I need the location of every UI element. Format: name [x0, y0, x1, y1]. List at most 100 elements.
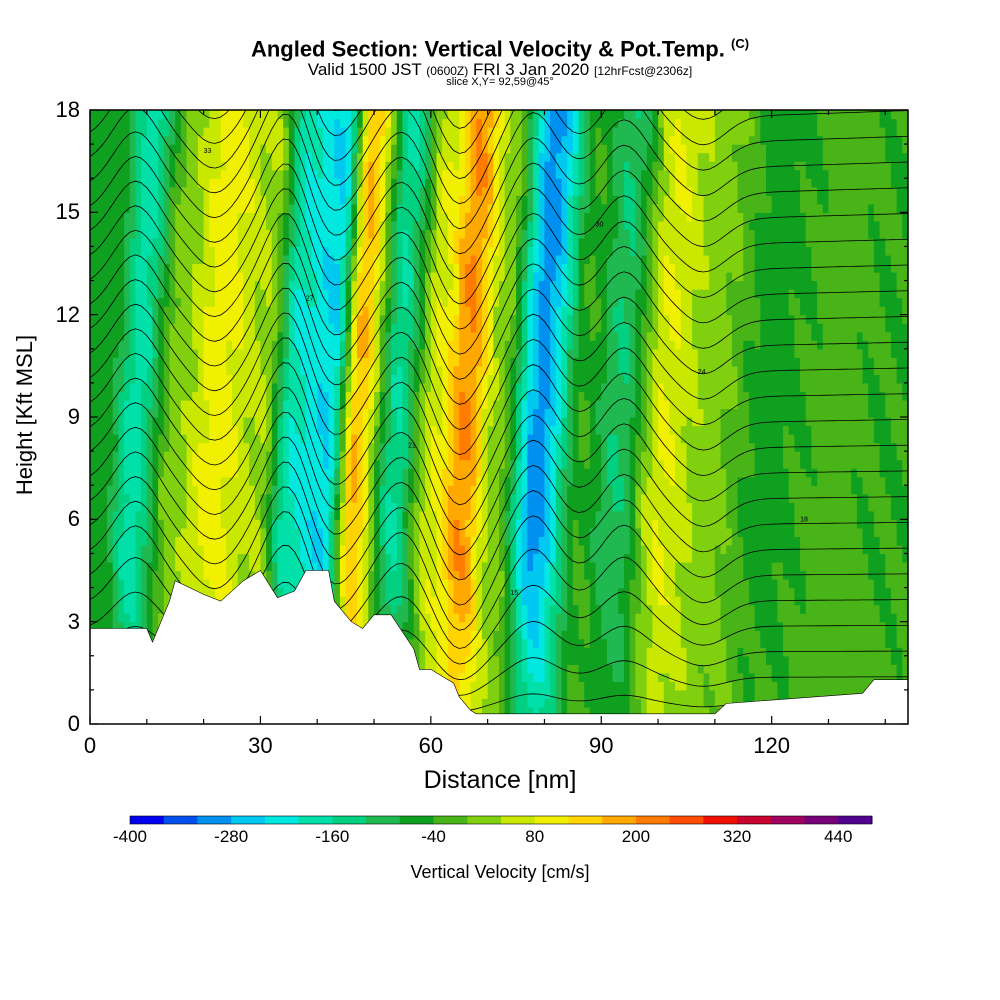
velocity-cell — [896, 613, 903, 623]
velocity-cell — [214, 434, 222, 444]
velocity-cell — [765, 664, 773, 674]
velocity-cell — [470, 579, 477, 589]
velocity-cell — [322, 493, 330, 503]
velocity-cell — [856, 587, 864, 597]
velocity-cell — [896, 604, 903, 614]
velocity-cell — [266, 459, 273, 469]
velocity-cell — [896, 579, 903, 589]
velocity-cell — [601, 434, 608, 444]
velocity-cell — [731, 510, 739, 520]
velocity-cell — [765, 434, 773, 444]
velocity-cell — [709, 468, 716, 478]
velocity-cell — [851, 561, 858, 572]
velocity-cell — [311, 502, 318, 512]
velocity-cell — [396, 544, 404, 555]
velocity-cell — [391, 485, 398, 495]
velocity-cell — [902, 451, 908, 461]
velocity-cell — [822, 459, 830, 469]
velocity-cell — [533, 579, 540, 589]
velocity-cell — [646, 553, 653, 563]
velocity-cell — [828, 442, 835, 452]
velocity-cell — [129, 493, 137, 503]
velocity-cell — [339, 468, 347, 478]
velocity-cell — [209, 476, 216, 486]
velocity-cell — [879, 579, 886, 589]
velocity-cell — [675, 681, 682, 691]
velocity-cell — [589, 706, 597, 717]
velocity-cell — [771, 681, 778, 691]
velocity-cell — [686, 527, 693, 537]
velocity-cell — [220, 485, 227, 495]
velocity-cell — [476, 706, 483, 717]
velocity-cell — [459, 459, 466, 469]
velocity-cell — [822, 689, 830, 700]
velocity-cell — [720, 570, 727, 580]
velocity-cell — [669, 621, 676, 631]
velocity-cell — [339, 510, 347, 520]
velocity-cell — [391, 604, 398, 614]
velocity-cell — [800, 579, 807, 589]
velocity-cell — [601, 570, 608, 580]
velocity-cell — [283, 485, 290, 495]
velocity-cell — [129, 519, 137, 529]
velocity-cell — [362, 510, 369, 520]
velocity-cell — [493, 681, 500, 691]
velocity-cell — [243, 442, 250, 452]
velocity-cell — [811, 638, 818, 648]
velocity-cell — [555, 613, 563, 623]
velocity-cell — [595, 672, 602, 682]
velocity-cell — [470, 510, 477, 520]
velocity-cell — [817, 630, 824, 640]
velocity-cell — [220, 553, 227, 563]
velocity-cell — [118, 604, 125, 614]
velocity-cell — [902, 519, 908, 529]
velocity-cell — [811, 510, 818, 520]
velocity-cell — [623, 451, 631, 461]
velocity-cell — [720, 698, 727, 708]
velocity-cell — [487, 476, 494, 486]
velocity-cell — [567, 570, 574, 580]
velocity-cell — [481, 459, 489, 469]
velocity-cell — [510, 613, 517, 623]
velocity-cell — [652, 502, 659, 512]
velocity-cell — [720, 502, 727, 512]
velocity-cell — [175, 510, 182, 520]
velocity-cell — [709, 698, 716, 708]
velocity-cell — [618, 561, 625, 572]
velocity-cell — [374, 434, 381, 444]
velocity-cell — [805, 579, 813, 589]
velocity-cell — [345, 442, 352, 452]
velocity-cell — [533, 459, 540, 469]
velocity-cell — [334, 459, 341, 469]
velocity-cell — [697, 434, 705, 444]
velocity-cell — [277, 544, 284, 555]
velocity-cell — [197, 544, 205, 555]
velocity-cell — [538, 638, 546, 648]
velocity-cell — [561, 672, 568, 682]
velocity-cell — [453, 604, 460, 614]
velocity-cell — [890, 536, 898, 546]
velocity-cell — [873, 476, 881, 486]
velocity-cell — [464, 553, 472, 563]
velocity-cell — [737, 536, 744, 546]
velocity-cell — [828, 630, 835, 640]
velocity-cell — [385, 459, 392, 469]
velocity-cell — [714, 485, 722, 495]
velocity-cell — [822, 510, 830, 520]
velocity-cell — [680, 510, 688, 520]
velocity-cell — [811, 442, 818, 452]
velocity-cell — [436, 425, 443, 435]
velocity-cell — [516, 672, 523, 682]
velocity-cell — [266, 442, 273, 452]
velocity-cell — [305, 434, 313, 444]
velocity-cell — [379, 553, 386, 563]
velocity-cell — [845, 485, 852, 495]
velocity-cell — [822, 638, 830, 648]
velocity-cell — [396, 476, 404, 486]
velocity-cell — [90, 596, 97, 606]
velocity-cell — [362, 502, 369, 512]
velocity-cell — [822, 621, 830, 631]
velocity-cell — [385, 561, 392, 572]
velocity-cell — [141, 468, 148, 478]
velocity-cell — [107, 596, 114, 606]
